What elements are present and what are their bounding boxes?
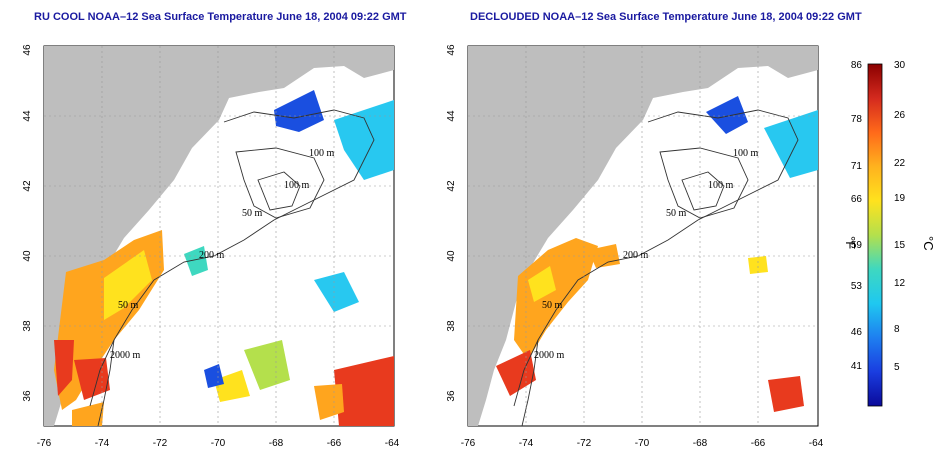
sst-patches xyxy=(496,96,818,412)
c-tick: 5 xyxy=(894,362,900,373)
land-mass xyxy=(44,46,394,426)
x-tick: -74 xyxy=(519,438,534,449)
y-tick: 42 xyxy=(22,180,33,192)
celsius-ticks: 30 26 22 19 15 12 8 5 xyxy=(894,60,906,373)
map-title-left: RU COOL NOAA–12 Sea Surface Temperature … xyxy=(34,11,407,23)
y-tick: 46 xyxy=(22,44,33,56)
contour-label: 100 m xyxy=(708,180,734,191)
contour-label: 100 m xyxy=(733,148,759,159)
f-tick: 71 xyxy=(851,161,863,172)
land-mass xyxy=(468,46,818,426)
y-tick: 44 xyxy=(446,110,457,122)
contour-label: 50 m xyxy=(666,208,687,219)
contour-label: 100 m xyxy=(284,180,310,191)
y-tick-labels: 36 38 40 42 44 46 xyxy=(446,44,457,402)
x-tick: -74 xyxy=(95,438,110,449)
contour-label: 200 m xyxy=(199,250,225,261)
fahrenheit-unit: °F xyxy=(843,236,858,249)
x-tick: -76 xyxy=(37,438,52,449)
bathymetry-contours xyxy=(513,109,799,427)
x-tick: -72 xyxy=(577,438,592,449)
contour-label: 2000 m xyxy=(534,350,565,361)
x-tick: -64 xyxy=(809,438,824,449)
y-tick: 46 xyxy=(446,44,457,56)
x-tick: -68 xyxy=(693,438,708,449)
gridlines xyxy=(468,46,818,426)
x-tick: -70 xyxy=(635,438,650,449)
x-tick: -66 xyxy=(751,438,766,449)
sst-map-raw: 100 m 100 m 50 m 200 m 50 m 2000 m -76 -… xyxy=(22,44,400,449)
contour-label: 50 m xyxy=(542,300,563,311)
map-canvas: 100 m 100 m 50 m 200 m 50 m 2000 m -76 -… xyxy=(22,44,400,449)
x-tick: -66 xyxy=(327,438,342,449)
f-tick: 53 xyxy=(851,281,863,292)
x-tick: -64 xyxy=(385,438,400,449)
c-tick: 8 xyxy=(894,324,900,335)
temperature-colorbar: 86 78 71 66 59 53 46 41 30 26 22 19 15 1… xyxy=(843,60,936,407)
x-tick: -72 xyxy=(153,438,168,449)
y-tick: 42 xyxy=(446,180,457,192)
f-tick: 46 xyxy=(851,327,863,338)
map-canvas: 100 m 100 m 50 m 200 m 50 m 2000 m -76 -… xyxy=(446,44,824,449)
x-tick-labels: -76 -74 -72 -70 -68 -66 -64 xyxy=(461,438,824,449)
c-tick: 22 xyxy=(894,158,906,169)
y-tick: 44 xyxy=(22,110,33,122)
f-tick: 86 xyxy=(851,60,863,71)
contour-labels: 100 m 100 m 50 m 200 m 50 m 2000 m xyxy=(534,148,759,361)
y-tick: 38 xyxy=(446,320,457,332)
f-tick: 66 xyxy=(851,194,863,205)
c-tick: 19 xyxy=(894,193,906,204)
contour-label: 50 m xyxy=(118,300,139,311)
f-tick: 78 xyxy=(851,114,863,125)
y-tick: 38 xyxy=(22,320,33,332)
y-tick: 36 xyxy=(22,390,33,402)
y-tick: 40 xyxy=(22,250,33,262)
contour-label: 2000 m xyxy=(110,350,141,361)
contour-label: 50 m xyxy=(242,208,263,219)
gridlines xyxy=(44,46,394,426)
x-tick: -68 xyxy=(269,438,284,449)
c-tick: 30 xyxy=(894,60,906,71)
c-tick: 15 xyxy=(894,240,906,251)
bathymetry-contours xyxy=(89,109,375,427)
x-tick: -76 xyxy=(461,438,476,449)
x-tick-labels: -76 -74 -72 -70 -68 -66 -64 xyxy=(37,438,400,449)
y-tick-labels: 36 38 40 42 44 46 xyxy=(22,44,33,402)
colorbar-gradient xyxy=(867,63,883,407)
contour-labels: 100 m 100 m 50 m 200 m 50 m 2000 m xyxy=(110,148,335,361)
y-tick: 36 xyxy=(446,390,457,402)
sst-patches xyxy=(54,90,394,426)
map-title-right: DECLOUDED NOAA–12 Sea Surface Temperatur… xyxy=(470,11,862,23)
celsius-unit: °C xyxy=(921,236,936,251)
f-tick: 59 xyxy=(851,240,863,251)
contour-label: 100 m xyxy=(309,148,335,159)
x-tick: -70 xyxy=(211,438,226,449)
y-tick: 40 xyxy=(446,250,457,262)
c-tick: 12 xyxy=(894,278,906,289)
fahrenheit-ticks: 86 78 71 66 59 53 46 41 xyxy=(851,60,863,372)
f-tick: 41 xyxy=(851,361,863,372)
contour-label: 200 m xyxy=(623,250,649,261)
sst-map-declouded: 100 m 100 m 50 m 200 m 50 m 2000 m -76 -… xyxy=(446,44,824,449)
c-tick: 26 xyxy=(894,110,906,121)
